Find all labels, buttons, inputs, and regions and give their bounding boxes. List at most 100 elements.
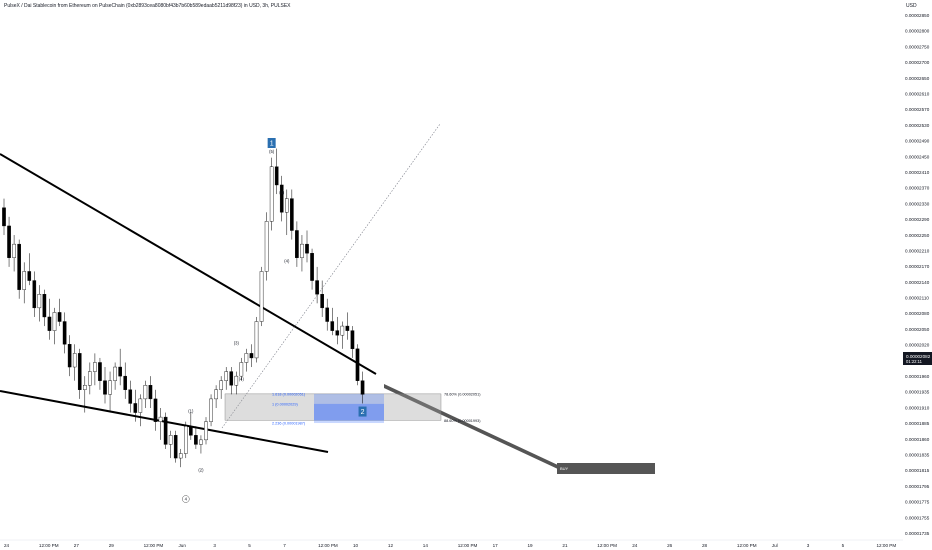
candle-body bbox=[204, 421, 208, 441]
candle-body bbox=[173, 435, 178, 459]
candle bbox=[264, 212, 269, 281]
projection-box bbox=[557, 463, 655, 474]
candle bbox=[22, 262, 27, 304]
candle bbox=[310, 248, 314, 290]
candle bbox=[204, 417, 208, 445]
y-tick-label: 0.00002490 bbox=[905, 139, 930, 144]
y-tick-label: 0.00002570 bbox=[905, 107, 930, 112]
candle-body bbox=[72, 353, 77, 368]
x-tick-label: 12:00 PM bbox=[877, 543, 897, 548]
x-tick-label: 12:00 PM bbox=[144, 543, 164, 548]
target-zone-label: 1.618 (0.00002051) bbox=[272, 392, 306, 396]
candle bbox=[254, 316, 259, 363]
candle bbox=[178, 448, 183, 468]
candle bbox=[113, 362, 117, 390]
y-tick-label: 0.00002250 bbox=[905, 233, 930, 238]
chart-title: PulseX / Dai Stablecoin from Ethereum on… bbox=[4, 3, 291, 9]
target-zone-core bbox=[314, 403, 384, 421]
candle-body bbox=[32, 280, 37, 309]
candle bbox=[82, 376, 87, 413]
x-tick-label: 5 bbox=[842, 543, 845, 548]
wave-circle bbox=[182, 495, 190, 503]
y-tick-label: 0.00002850 bbox=[905, 13, 930, 18]
candle bbox=[143, 380, 148, 408]
candle bbox=[37, 285, 42, 322]
candle bbox=[340, 321, 345, 349]
fib-zones: 78.60% (0.00002051) 88.60% (0.00001993) 1.… bbox=[224, 392, 481, 426]
candle bbox=[128, 380, 133, 413]
candle-body bbox=[229, 371, 234, 386]
candle-body bbox=[47, 316, 52, 331]
candle-body bbox=[214, 389, 218, 400]
candle bbox=[249, 344, 254, 368]
candle-body bbox=[249, 353, 254, 359]
candle-body bbox=[148, 385, 153, 400]
candle-body bbox=[42, 294, 47, 318]
candle-body bbox=[269, 166, 274, 222]
y-axis: 0.00002850 0.00002800 0.00002750 0.00002700… bbox=[905, 13, 930, 536]
candle bbox=[168, 430, 173, 459]
candle bbox=[194, 426, 198, 449]
x-tick-label: 29 bbox=[109, 543, 115, 548]
candle-body bbox=[128, 389, 133, 404]
price-badge-countdown: 01:22:11 bbox=[906, 359, 923, 364]
y-tick-label: 0.00002110 bbox=[905, 296, 929, 301]
wave-text-label: (5) bbox=[269, 149, 275, 154]
candle bbox=[7, 216, 11, 267]
candle bbox=[274, 148, 279, 195]
candle bbox=[295, 221, 299, 267]
y-tick-label: 0.00002450 bbox=[905, 154, 930, 159]
candle bbox=[214, 385, 218, 408]
x-tick-label: Jun bbox=[179, 543, 187, 548]
y-tick-label: 0.00002410 bbox=[905, 170, 930, 175]
candle bbox=[88, 362, 92, 395]
candle bbox=[52, 307, 57, 345]
x-tick-label: 14 bbox=[423, 543, 429, 548]
candle-body bbox=[330, 321, 335, 331]
x-tick-label: 12:00 PM bbox=[318, 543, 338, 548]
candle-body bbox=[98, 362, 102, 381]
candle-body bbox=[133, 403, 138, 413]
y-tick-label: 0.00001935 bbox=[905, 390, 930, 395]
candle-body bbox=[189, 426, 193, 436]
x-tick-label: 28 bbox=[702, 543, 708, 548]
candle bbox=[103, 367, 107, 404]
upper-trendline bbox=[0, 153, 377, 375]
x-tick-label: 3 bbox=[213, 543, 216, 548]
candle bbox=[12, 235, 16, 272]
candle-body bbox=[239, 362, 244, 377]
price-badge-bg bbox=[903, 352, 932, 365]
candle-body bbox=[178, 453, 183, 459]
x-tick-label: 17 bbox=[493, 543, 499, 548]
y-tick-label: 0.00002750 bbox=[905, 44, 930, 49]
candle bbox=[67, 335, 72, 377]
candle bbox=[153, 389, 158, 431]
candle bbox=[199, 435, 203, 454]
x-tick-label: 12:00 PM bbox=[737, 543, 757, 548]
candle-body bbox=[37, 294, 42, 309]
candle bbox=[17, 239, 21, 299]
candle bbox=[219, 376, 223, 399]
wave-circle-text: 4 bbox=[185, 497, 188, 502]
target-zone-label: 1 (0.00002029) bbox=[272, 402, 298, 406]
candle bbox=[47, 298, 52, 340]
wave-circle-label: 4 bbox=[182, 495, 190, 503]
price-badge-value: 0.00002082 bbox=[906, 354, 931, 359]
x-tick-label: 21 bbox=[562, 543, 568, 548]
candle bbox=[42, 289, 47, 327]
wave-box-text: 2 bbox=[361, 409, 365, 416]
y-tick-label: 0.00002080 bbox=[905, 311, 930, 316]
y-tick-label: 0.00002370 bbox=[905, 186, 930, 191]
y-tick-label: 0.00001735 bbox=[905, 531, 930, 536]
candle-body bbox=[325, 307, 330, 322]
x-tick-label: 27 bbox=[74, 543, 80, 548]
candle bbox=[62, 312, 67, 354]
wave-text-label: (4) bbox=[284, 258, 290, 263]
y-tick-label: 0.00002330 bbox=[905, 201, 930, 206]
wave-box-label: 1 bbox=[267, 138, 276, 148]
candle-body bbox=[310, 253, 314, 281]
candle-body bbox=[234, 375, 239, 386]
candle bbox=[269, 157, 274, 231]
y-tick-label: 0.00001795 bbox=[905, 484, 930, 489]
